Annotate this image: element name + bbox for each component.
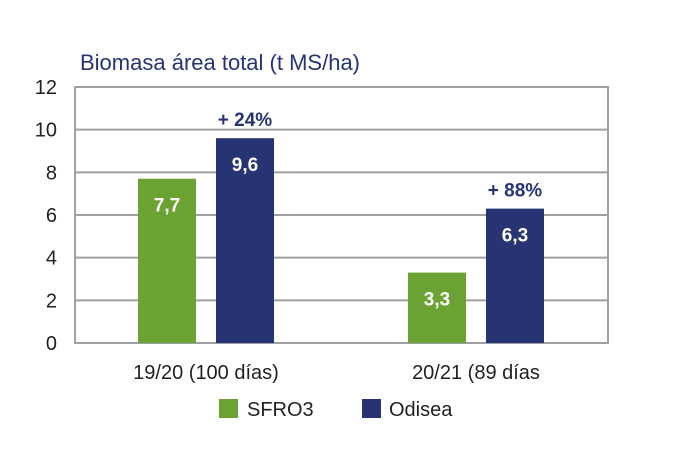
y-tick-label-4: 4 (46, 248, 57, 270)
bar-odisea-1 (486, 208, 544, 343)
data-label-sfro3-1: 3,3 (424, 290, 450, 311)
y-tick-label-12: 12 (35, 77, 57, 99)
y-tick-label-2: 2 (46, 290, 57, 312)
bar-sfro3-0 (138, 178, 196, 343)
y-tick-label-6: 6 (46, 205, 57, 227)
annotation-0: + 24% (218, 110, 273, 131)
x-category-label-1: 20/21 (89 días (412, 362, 540, 384)
y-tick-label-10: 10 (35, 120, 57, 142)
legend-label-sfro3: SFRO3 (247, 399, 314, 421)
legend-swatch-odisea (362, 399, 381, 418)
legend-swatch-sfro3 (219, 399, 238, 418)
data-label-odisea-1: 6,3 (502, 226, 528, 247)
data-label-odisea-0: 9,6 (232, 155, 258, 176)
y-tick-label-8: 8 (46, 162, 57, 184)
bar-sfro3-1 (408, 272, 466, 343)
annotation-1: + 88% (488, 181, 543, 202)
data-label-sfro3-0: 7,7 (154, 196, 180, 217)
x-category-label-0: 19/20 (100 días) (133, 362, 279, 384)
legend-label-odisea: Odisea (389, 399, 453, 421)
bar-odisea-0 (216, 138, 274, 343)
y-axis-title: Biomasa área total (t MS/ha) (80, 50, 360, 75)
y-tick-label-0: 0 (46, 333, 57, 355)
plot-frame (74, 86, 609, 344)
